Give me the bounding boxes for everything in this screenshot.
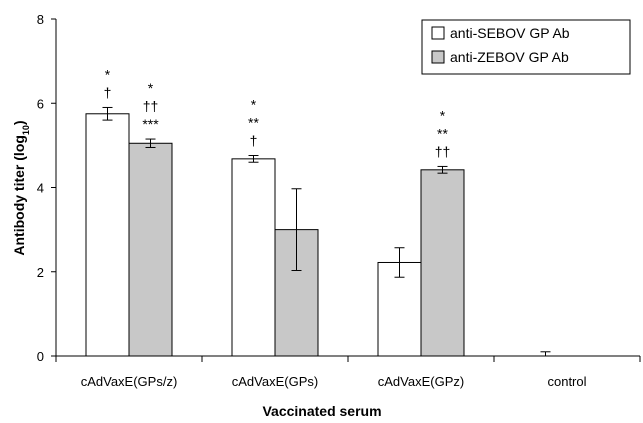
significance-marker: ††	[143, 98, 159, 114]
legend-box	[421, 19, 631, 75]
legend-label-zebov: anti-ZEBOV GP Ab	[450, 49, 569, 65]
significance-markers: *† *††******†***††	[104, 66, 451, 159]
x-category-label: cAdVaxE(GPs/z)	[81, 374, 178, 389]
y-tick-label: 2	[37, 265, 44, 280]
x-category-label: control	[547, 374, 586, 389]
y-tick-label: 4	[37, 181, 44, 196]
significance-marker: *	[105, 66, 111, 82]
significance-marker: *	[148, 80, 154, 96]
y-tick-label: 6	[37, 96, 44, 111]
bar-series	[85, 113, 465, 357]
y-axis-ticks: 0 2 4 6 8	[37, 12, 56, 364]
legend: anti-SEBOV GP Ab anti-ZEBOV GP Ab	[421, 19, 631, 75]
significance-marker: †	[250, 132, 258, 148]
bar-zebov	[128, 142, 173, 357]
legend-label-sebov: anti-SEBOV GP Ab	[450, 25, 570, 41]
significance-marker: ***	[142, 116, 159, 132]
significance-marker: *	[440, 107, 446, 123]
x-category-label: cAdVaxE(GPz)	[378, 374, 464, 389]
significance-marker: ††	[435, 143, 451, 159]
significance-marker: †	[104, 84, 112, 100]
y-tick-label: 8	[37, 12, 44, 27]
y-axis-title: Antibody titer (log10)	[11, 120, 31, 255]
x-axis-category-labels: cAdVaxE(GPs/z) cAdVaxE(GPs) cAdVaxE(GPz) co…	[55, 356, 641, 389]
significance-marker: *	[251, 96, 257, 112]
bar-sebov	[85, 113, 130, 357]
bar-sebov	[231, 158, 276, 357]
y-tick-label: 0	[37, 349, 44, 364]
error-bars	[102, 106, 551, 356]
significance-marker: **	[437, 125, 448, 141]
x-category-label: cAdVaxE(GPs)	[232, 374, 318, 389]
bar-zebov	[420, 169, 465, 357]
legend-swatch-zebov	[431, 50, 445, 64]
x-axis-title: Vaccinated serum	[262, 403, 381, 419]
legend-swatch-sebov	[431, 26, 445, 40]
significance-marker: **	[248, 114, 259, 130]
